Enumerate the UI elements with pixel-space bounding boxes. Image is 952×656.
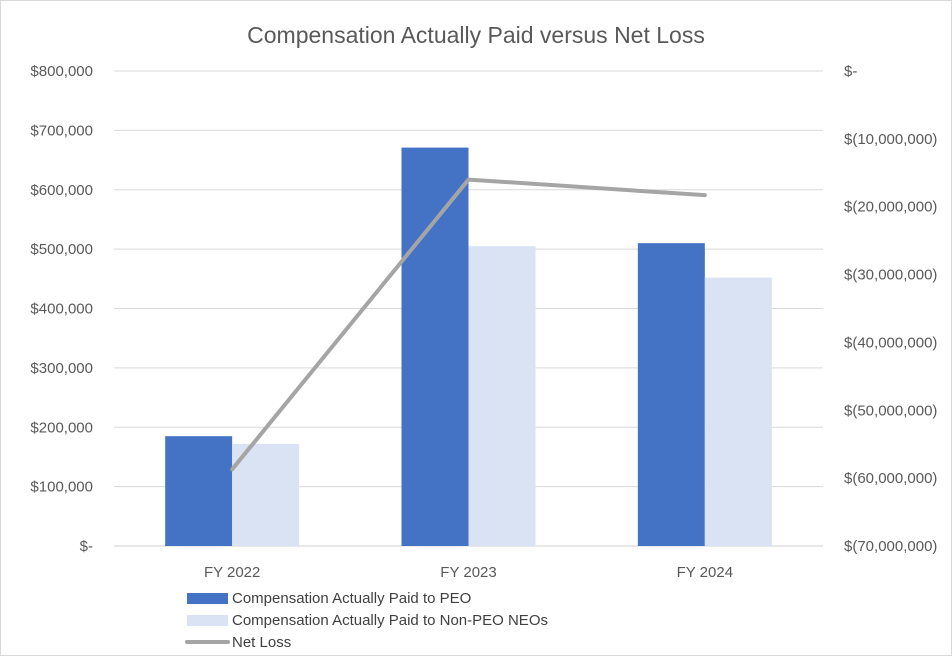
bar-non-peo	[232, 443, 300, 546]
bar-peo	[165, 436, 233, 546]
legend-label: Compensation Actually Paid to Non-PEO NE…	[232, 612, 548, 629]
bars	[165, 147, 772, 546]
left-tick-label: $700,000	[30, 122, 93, 139]
legend-label: Net Loss	[232, 634, 291, 651]
x-tick-label: FY 2022	[204, 564, 260, 581]
right-axis: $- $(10,000,000) $(20,000,000) $(30,000,000…	[844, 63, 937, 555]
legend-swatch	[187, 615, 228, 626]
x-tick-label: FY 2023	[440, 564, 496, 581]
left-axis: $- $100,000 $200,000 $300,000 $400,000 $500,0…	[30, 63, 93, 555]
right-tick-label: $(70,000,000)	[844, 538, 937, 555]
left-tick-label: $600,000	[30, 182, 93, 199]
bar-peo	[637, 243, 705, 546]
left-tick-label: $100,000	[30, 479, 93, 496]
left-tick-label: $300,000	[30, 360, 93, 377]
x-tick-label: FY 2024	[677, 564, 733, 581]
net-loss-line-group	[230, 177, 707, 472]
right-tick-label: $(60,000,000)	[844, 470, 937, 487]
right-tick-label: $(40,000,000)	[844, 334, 937, 351]
right-tick-label: $(30,000,000)	[844, 267, 937, 284]
x-axis: FY 2022 FY 2023 FY 2024	[204, 564, 733, 581]
left-tick-label: $800,000	[30, 63, 93, 80]
right-tick-label: $(10,000,000)	[844, 131, 937, 148]
left-tick-label: $400,000	[30, 301, 93, 318]
left-tick-label: $500,000	[30, 241, 93, 258]
legend-swatch	[187, 593, 228, 604]
left-tick-label: $-	[80, 538, 93, 555]
net-loss-line	[230, 177, 707, 472]
right-tick-label: $(20,000,000)	[844, 199, 937, 216]
legend-label: Compensation Actually Paid to PEO	[232, 590, 471, 607]
chart-title: Compensation Actually Paid versus Net Lo…	[247, 22, 705, 48]
left-tick-label: $200,000	[30, 419, 93, 436]
right-tick-label: $(50,000,000)	[844, 402, 937, 419]
legend: Compensation Actually Paid to PEO Compens…	[185, 590, 548, 651]
right-tick-label: $-	[844, 63, 857, 80]
bar-non-peo	[468, 246, 536, 546]
bar-peo	[401, 147, 469, 546]
bar-non-peo	[704, 277, 772, 546]
